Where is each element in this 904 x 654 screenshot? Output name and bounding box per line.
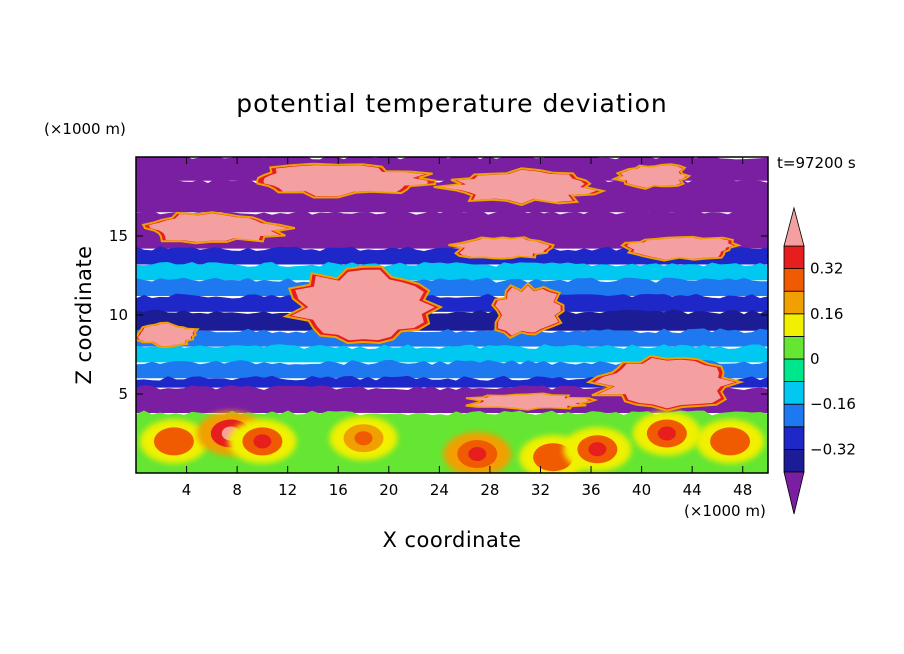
positive-region [452,238,550,258]
positive-region [291,269,435,341]
warm-blob-core [657,426,676,441]
colorbar [783,206,805,515]
positive-regions [136,162,745,412]
positive-region [470,394,590,410]
warm-blob-core [354,431,373,446]
field-band [136,309,768,331]
x-tick-label: 40 [632,481,651,499]
positive-region [148,213,289,242]
time-label: t=97200 s [777,154,856,172]
x-tick-label: 24 [430,481,449,499]
colorbar-tick-label: −0.16 [810,395,856,413]
x-tick-label: 48 [733,481,752,499]
positive-region [263,165,428,197]
y-axis-unit: (×1000 m) [44,120,126,138]
positive-region [617,165,687,188]
colorbar-box [783,335,805,360]
positive-region [626,237,734,260]
colorbar-box [783,290,805,315]
x-tick-label: 12 [278,481,297,499]
warm-blobs [139,411,765,473]
x-tick-label: 4 [182,481,192,499]
warm-blob-core [253,434,272,449]
warm-blob-core [164,434,183,449]
field-band [136,277,768,297]
colorbar-box [783,403,805,428]
x-tick-label: 32 [531,481,550,499]
colorbar-box [783,381,805,405]
x-axis-ticks: 4 8 12 16 20 24 28 32 36 40 44 48 [182,157,752,499]
positive-region [137,323,196,347]
warm-blob-core [721,434,740,449]
field-band [136,293,768,312]
x-tick-label: 28 [480,481,499,499]
field-band [136,344,768,363]
warm-blob-core [588,442,607,457]
field-band [136,246,768,265]
field-band [136,328,768,347]
y-tick-label: 5 [118,385,128,403]
warm-blob-core [468,447,487,462]
x-tick-label: 20 [379,481,398,499]
positive-region [440,169,597,204]
x-tick-label: 36 [581,481,600,499]
warm-blob-core [544,450,563,465]
x-tick-label: 16 [329,481,348,499]
x-axis-unit: (×1000 m) [684,502,766,520]
field-bands [136,157,768,473]
y-tick-label: 15 [109,227,128,245]
colorbar-labels: 0.32 0.16 0 −0.16 −0.32 [810,260,856,459]
colorbar-tick-label: 0.32 [810,260,843,278]
colorbar-box [783,448,805,473]
x-tick-label: 44 [683,481,702,499]
positive-region [495,285,561,336]
x-tick-label: 8 [232,481,242,499]
colorbar-lower-extension [783,471,805,515]
plot-area [136,157,768,473]
y-tick-label: 10 [109,306,128,324]
colorbar-upper-extension [783,206,805,247]
colorbar-box [783,313,805,337]
colorbar-box [783,358,805,383]
colorbar-box [783,426,805,450]
y-axis-label: Z coordinate [72,245,96,384]
colorbar-tick-label: −0.32 [810,440,856,458]
field-band [136,261,768,281]
colorbar-box [783,268,805,292]
colorbar-tick-label: 0 [810,350,820,368]
chart-title: potential temperature deviation [236,89,667,118]
colorbar-box [783,245,805,270]
y-axis-ticks: 5 10 15 [109,227,768,403]
colorbar-tick-label: 0.16 [810,305,843,323]
positive-region [594,358,735,409]
field-band [136,209,768,249]
x-axis-label: X coordinate [382,528,521,552]
